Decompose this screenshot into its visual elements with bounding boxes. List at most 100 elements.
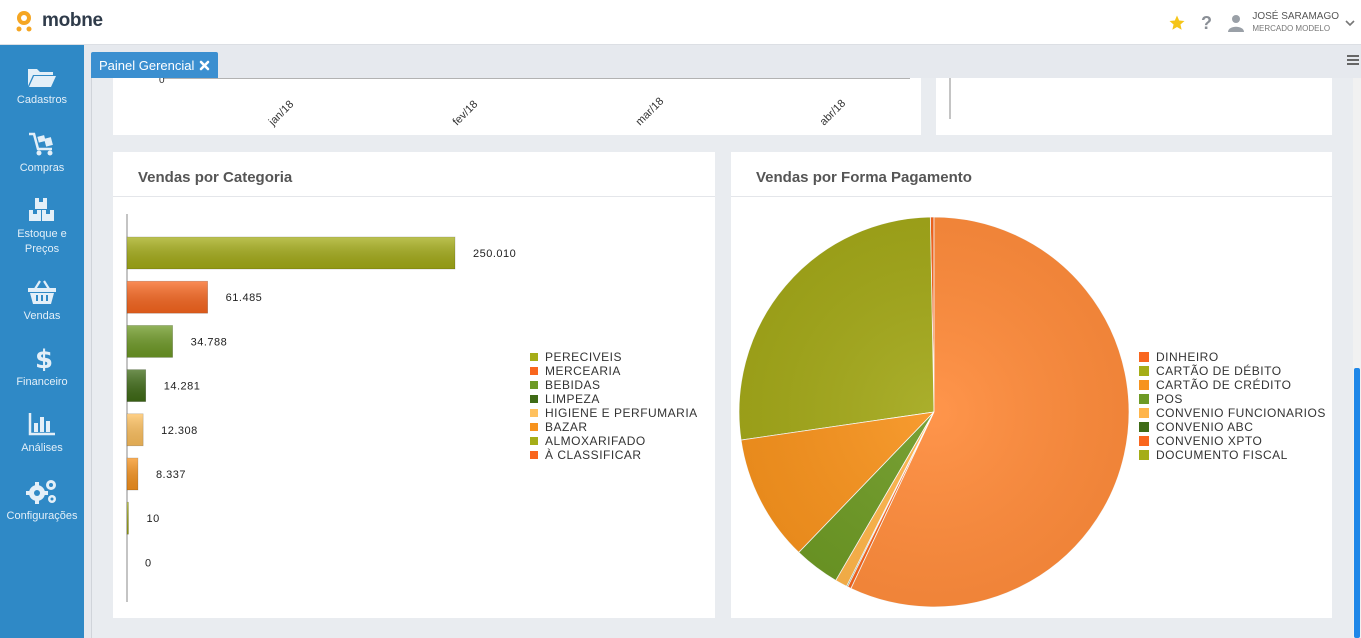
sidebar-item-financeiro[interactable]: $ Financeiro xyxy=(0,345,84,390)
help-icon: ? xyxy=(1201,14,1212,32)
help-button[interactable]: ? xyxy=(1192,0,1222,45)
bar-value-label: 8.337 xyxy=(156,469,186,481)
user-icon xyxy=(1228,14,1245,32)
legend-label: CONVENIO FUNCIONARIOS xyxy=(1156,406,1326,420)
favorites-button[interactable] xyxy=(1162,0,1192,45)
bar-value-label: 250.010 xyxy=(473,248,516,260)
sidebar-item-label: Configurações xyxy=(6,510,78,522)
app-logo[interactable]: mobne xyxy=(12,9,103,33)
legend-item[interactable]: BEBIDAS xyxy=(530,378,698,392)
legend-label: À CLASSIFICAR xyxy=(545,448,642,462)
bar-value-label: 10 xyxy=(147,513,160,525)
bar-value-label: 0 xyxy=(145,557,152,569)
sidebar-item-configuracoes[interactable]: Configurações xyxy=(0,477,84,524)
legend-item[interactable]: MERCEARIA xyxy=(530,364,698,378)
legend-swatch xyxy=(1139,352,1149,362)
legend-label: POS xyxy=(1156,392,1183,406)
dashboard-scroll-area[interactable]: 0 jan/18 fev/18 mar/18 abr/18 Vendas por Ca… xyxy=(91,75,1353,638)
vertical-scrollbar[interactable] xyxy=(1353,78,1361,638)
bar-shade xyxy=(127,281,208,314)
card-divider xyxy=(731,196,1332,197)
legend-swatch xyxy=(530,409,538,417)
top-chart-x-tick: mar/18 xyxy=(634,95,667,128)
legend-item[interactable]: PERECIVEIS xyxy=(530,350,698,364)
bar-shade xyxy=(127,325,173,358)
bar-shade xyxy=(127,413,144,446)
sidebar-item-estoque[interactable]: Estoque e Preços xyxy=(0,197,84,257)
vendas-pagamento-chart xyxy=(738,216,1130,608)
legend-item[interactable]: CONVENIO XPTO xyxy=(1139,434,1326,448)
vendas-pagamento-card: Vendas por Forma Pagamento DINHEIRO CARTÃ… xyxy=(731,152,1332,618)
legend-swatch xyxy=(1139,394,1149,404)
legend-item[interactable]: À CLASSIFICAR xyxy=(530,448,698,462)
bar-value-label: 34.788 xyxy=(191,336,228,348)
legend-item[interactable]: DOCUMENTO FISCAL xyxy=(1139,448,1326,462)
pie-shade xyxy=(739,217,1129,607)
legend-swatch xyxy=(1139,408,1149,418)
legend-label: ALMOXARIFADO xyxy=(545,434,646,448)
bar-chart-icon xyxy=(28,413,55,436)
top-chart-y-tick: 0 xyxy=(159,78,165,86)
legend-item[interactable]: LIMPEZA xyxy=(530,392,698,406)
bar-value-label: 14.281 xyxy=(164,381,201,393)
svg-text:?: ? xyxy=(1201,14,1212,32)
sidebar-item-analises[interactable]: Análises xyxy=(0,411,84,456)
legend-item[interactable]: CARTÃO DE CRÉDITO xyxy=(1139,378,1326,392)
logo-icon xyxy=(16,11,32,32)
top-chart-x-tick: abr/18 xyxy=(818,98,849,129)
bar-shade xyxy=(127,237,455,269)
star-icon xyxy=(1169,15,1185,30)
basket-icon xyxy=(28,280,56,304)
legend-label: CONVENIO ABC xyxy=(1156,420,1254,434)
legend-swatch xyxy=(530,381,538,389)
tab-row: Painel Gerencial xyxy=(84,45,1361,78)
legend-item[interactable]: POS xyxy=(1139,392,1326,406)
bar-shade xyxy=(127,502,129,535)
legend-label: BAZAR xyxy=(545,420,588,434)
legend-swatch xyxy=(530,423,538,431)
vendas-categoria-card: Vendas por Categoria 250.010 61.485 34.788… xyxy=(113,152,715,618)
legend-swatch xyxy=(530,367,538,375)
legend-item[interactable]: CARTÃO DE DÉBITO xyxy=(1139,364,1326,378)
sidebar-item-label: Compras xyxy=(19,162,65,174)
legend-label: CARTÃO DE DÉBITO xyxy=(1156,364,1282,378)
sidebar-item-cadastros[interactable]: Cadastros xyxy=(0,65,84,108)
sidebar-item-vendas[interactable]: Vendas xyxy=(0,279,84,324)
legend-label: DOCUMENTO FISCAL xyxy=(1156,448,1288,462)
legend-item[interactable]: DINHEIRO xyxy=(1139,350,1326,364)
vendas-pagamento-legend: DINHEIRO CARTÃO DE DÉBITO CARTÃO DE CRÉDIT… xyxy=(1139,350,1326,462)
tab-painel-gerencial[interactable]: Painel Gerencial xyxy=(91,52,219,78)
legend-swatch xyxy=(530,437,538,445)
legend-swatch xyxy=(1139,422,1149,432)
legend-item[interactable]: BAZAR xyxy=(530,420,698,434)
legend-swatch xyxy=(1139,366,1149,376)
sidebar-item-label: Cadastros xyxy=(16,94,68,106)
legend-label: PERECIVEIS xyxy=(545,350,623,364)
sidebar-item-compras[interactable]: Compras xyxy=(0,131,84,176)
vendas-categoria-chart: 250.010 61.485 34.788 14.281 12.308 8.337 10 0 xyxy=(126,214,516,602)
gears-icon xyxy=(26,480,56,504)
legend-swatch xyxy=(530,451,538,459)
chevron-down-icon xyxy=(1345,19,1355,26)
legend-item[interactable]: ALMOXARIFADO xyxy=(530,434,698,448)
user-menu[interactable]: JOSÉ SARAMAGO MERCADO MODELO xyxy=(1228,11,1361,34)
card-divider xyxy=(113,196,715,197)
top-right-tools: ? JOSÉ SARAMAGO MERCADO MODELO xyxy=(1162,0,1361,45)
sidebar-item-label: Financeiro xyxy=(16,376,68,388)
vendas-categoria-legend: PERECIVEIS MERCEARIA BEBIDAS LIMPEZA HIGIENE… xyxy=(530,350,698,462)
legend-item[interactable]: CONVENIO ABC xyxy=(1139,420,1326,434)
main-content: Painel Gerencial 0 jan/18 fev/18 mar/18 abr… xyxy=(84,45,1361,638)
close-icon[interactable] xyxy=(199,60,210,71)
user-org: MERCADO MODELO xyxy=(1252,23,1331,33)
top-chart-card: 0 jan/18 fev/18 mar/18 abr/18 xyxy=(113,75,921,135)
menu-icon[interactable] xyxy=(1347,54,1359,66)
legend-item[interactable]: HIGIENE E PERFUMARIA xyxy=(530,406,698,420)
legend-item[interactable]: CONVENIO FUNCIONARIOS xyxy=(1139,406,1326,420)
scrollbar-thumb[interactable] xyxy=(1354,368,1360,638)
boxes-icon xyxy=(29,198,54,221)
top-chart-x-tick: jan/18 xyxy=(266,98,296,128)
legend-label: MERCEARIA xyxy=(545,364,621,378)
legend-label: CARTÃO DE CRÉDITO xyxy=(1156,378,1292,392)
legend-label: LIMPEZA xyxy=(545,392,600,406)
dollar-icon: $ xyxy=(35,345,53,371)
